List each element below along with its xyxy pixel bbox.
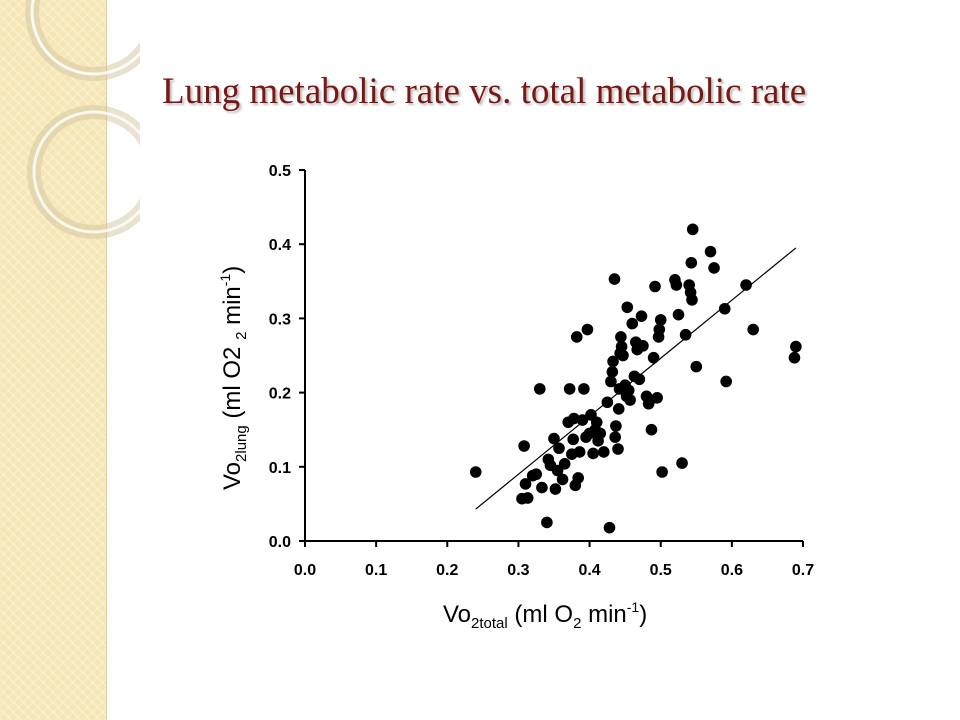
data-point [469,466,482,478]
data-point [679,328,692,341]
data-point [598,446,610,458]
x-axis-ticks: 0.0 0.1 0.2 0.3 0.4 0.5 0.6 0.7 [294,541,814,579]
deco-ring-top-highlight [30,0,140,76]
x-tick-label: 0.1 [365,562,387,579]
data-point [788,351,801,364]
data-point [521,492,534,504]
data-point [608,273,621,285]
deco-ring-bottom-highlight [32,110,140,234]
decorative-circles [25,0,140,239]
data-point [656,466,668,478]
data-point [654,314,667,326]
data-point [581,323,594,336]
data-point [576,414,589,426]
data-point [601,396,614,409]
data-point [606,366,619,378]
data-point [548,432,560,445]
data-point [624,394,636,406]
data-point [708,262,720,274]
data-points [469,223,802,534]
data-point [612,443,624,455]
data-point [718,302,731,315]
data-point [609,431,621,443]
data-point [519,478,532,490]
data-point [790,340,802,353]
data-point [563,383,576,395]
data-point [541,516,553,529]
y-tick-label: 0.5 [269,163,291,180]
data-point [740,279,752,291]
data-point [747,323,759,336]
data-point [649,280,661,293]
data-point [536,481,548,494]
data-point [572,472,584,484]
data-point [568,412,580,425]
data-point [603,521,616,534]
data-point [533,383,546,395]
data-point [617,349,629,362]
data-point [549,483,562,495]
slide-title: Lung metabolic rate vs. total metabolic … [162,71,807,112]
data-point [653,323,666,336]
data-point [612,403,625,415]
data-point [720,375,732,388]
data-point [615,331,627,343]
data-point [567,433,580,446]
data-point [615,340,628,353]
data-point [590,416,603,429]
data-point [647,351,660,364]
y-axis-ticks: 0.0 0.1 0.2 0.3 0.4 0.5 [269,163,305,551]
data-point [635,310,648,322]
data-point [573,446,586,458]
x-tick-label: 0.7 [792,562,814,579]
y-axis-label: Vo2lung (ml O2 2 min-1) [217,266,250,490]
data-point [578,383,590,395]
y-tick-label: 0.1 [269,460,291,477]
data-point [670,279,683,291]
y-tick-label: 0.3 [269,311,291,328]
data-point [621,301,634,314]
data-point [686,294,698,306]
data-point [633,373,646,386]
data-point [518,440,530,452]
data-point [645,423,658,436]
data-point [530,468,543,481]
data-point [690,360,703,373]
y-tick-label: 0.0 [269,534,291,551]
data-point [685,256,698,269]
data-point [570,331,583,343]
data-point [556,473,569,486]
data-point [704,245,717,258]
x-tick-label: 0.4 [578,562,600,579]
data-point [672,308,685,321]
data-point [651,391,663,404]
x-tick-label: 0.0 [294,562,316,579]
data-point [686,223,699,236]
data-point [558,458,571,470]
data-point [587,447,599,460]
x-tick-label: 0.2 [436,562,458,579]
x-tick-label: 0.6 [721,562,743,579]
data-point [594,427,607,440]
data-point [553,442,565,455]
x-tick-label: 0.3 [507,562,529,579]
data-point [607,355,619,368]
data-point [622,384,635,397]
x-axis-label: Vo2total (ml O2 min-1) [443,599,647,632]
data-point [637,340,649,352]
data-point [610,420,622,432]
y-tick-label: 0.4 [269,237,291,254]
y-tick-label: 0.2 [269,386,291,403]
data-point [676,457,688,469]
data-point [605,375,617,388]
x-tick-label: 0.5 [650,562,672,579]
data-point [626,317,639,330]
